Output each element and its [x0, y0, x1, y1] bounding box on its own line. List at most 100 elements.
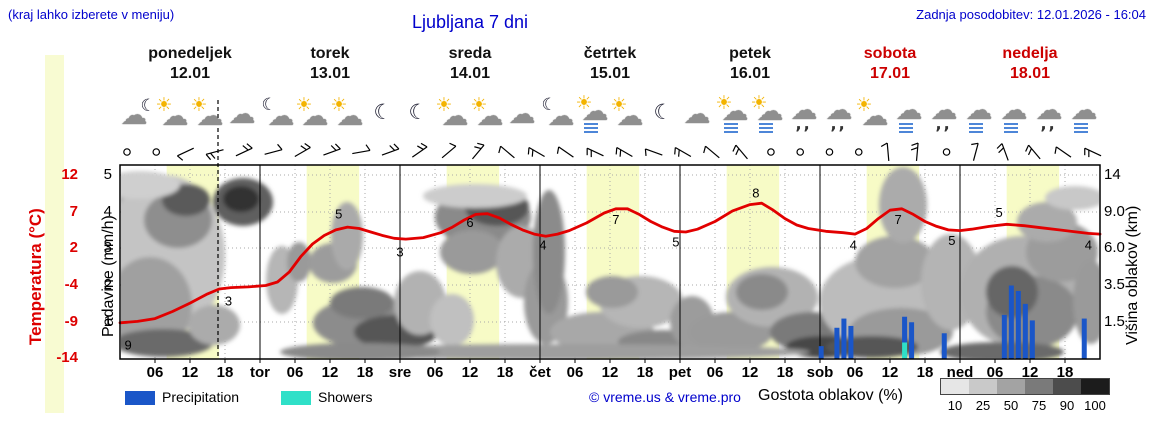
precipitation-bars: [818, 285, 1087, 359]
day-header: petek 16.01: [729, 45, 771, 82]
temp-axis-tick: -14: [56, 349, 78, 366]
cloud-axis-tick: 1.5: [1104, 313, 1125, 330]
temperature-line: [118, 201, 1102, 325]
svg-text:9: 9: [125, 337, 132, 352]
drizzle-icon: ☁,,: [790, 95, 818, 133]
cloud-icon: ☁: [508, 99, 536, 130]
svg-text:4: 4: [539, 237, 546, 252]
svg-text:3: 3: [396, 244, 403, 259]
time-tick: 06: [566, 364, 584, 381]
time-tick: ned: [946, 364, 974, 381]
left-strip: [45, 55, 64, 413]
cloud-axis-tick: 9.0: [1104, 203, 1125, 220]
cloud-density-scale-label: 90: [1059, 398, 1075, 413]
precip-axis-tick: 1: [103, 313, 112, 330]
sun-cloud-icon: ☀ ☁: [435, 94, 469, 132]
cloud-density-scale-box: [1025, 379, 1053, 394]
svg-text:5: 5: [672, 235, 679, 250]
sun-cloud-icon: ☀ ☁: [470, 94, 504, 132]
time-tick: 18: [776, 364, 794, 381]
svg-text:8: 8: [752, 185, 759, 200]
time-tick: 18: [1056, 364, 1074, 381]
temperature-value-labels: 9 3 5 3 6 4 7 5 8 4 7 5 5 4: [125, 185, 1092, 352]
cloud-axis-tick: 14: [1104, 166, 1121, 183]
cloud-moon-icon: ☾ ☁: [120, 96, 156, 131]
time-tick: 12: [741, 364, 759, 381]
time-tick: 06: [986, 364, 1004, 381]
cloud-density-label: Gostota oblakov (%): [758, 387, 903, 404]
time-tick: 18: [636, 364, 654, 381]
temp-axis-tick: 2: [69, 239, 78, 256]
day-header: sreda 14.01: [448, 45, 492, 82]
time-tick: 18: [916, 364, 934, 381]
moon-icon: ☾: [408, 100, 428, 124]
day-header: ponedeljek 12.01: [148, 45, 232, 82]
day-header: nedelja 18.01: [1002, 45, 1058, 82]
cloud-axis-tick: 3.5: [1104, 276, 1125, 293]
cloud-density-scale-label: 75: [1031, 398, 1047, 413]
time-tick: sob: [806, 364, 834, 381]
precipitation-swatch: [125, 391, 155, 405]
last-update: Zadnja posodobitev: 12.01.2026 - 16:04: [916, 7, 1146, 22]
time-tick: 18: [216, 364, 234, 381]
precip-axis-tick: 2: [103, 276, 112, 293]
day-header: četrtek 15.01: [583, 45, 637, 82]
cloud-density-scale-label: 100: [1084, 398, 1106, 413]
cloud-icon: ☁: [683, 99, 711, 130]
drizzle-icon: ☁,,: [930, 95, 958, 133]
svg-text:7: 7: [612, 212, 619, 227]
svg-text:5: 5: [995, 205, 1002, 220]
time-tick: 12: [321, 364, 339, 381]
time-tick: čet: [529, 364, 551, 381]
svg-text:5: 5: [335, 206, 342, 221]
drizzle-icon: ☁,,: [1035, 95, 1063, 133]
time-tick: 18: [356, 364, 374, 381]
day-header: sobota 17.01: [863, 45, 917, 82]
sun-cloud-icon: ☀ ☁: [155, 94, 189, 132]
cloud-axis-tick: 6.0: [1104, 239, 1125, 256]
cloud-density-scale-box: [1053, 379, 1081, 394]
moon-icon: ☾: [373, 100, 393, 124]
time-tick: pet: [668, 364, 692, 381]
sun-cloud-icon: ☀ ☁: [295, 94, 329, 132]
showers-legend-label: Showers: [318, 389, 373, 405]
precipitation-legend-label: Precipitation: [162, 389, 240, 405]
time-tick: 12: [181, 364, 199, 381]
page-title: Ljubljana 7 dni: [411, 12, 529, 32]
sun-cloud-icon: ☀ ☁: [190, 94, 224, 132]
time-tick: 18: [496, 364, 514, 381]
location-hint: (kraj lahko izberete v meniju): [8, 7, 175, 22]
time-tick: 12: [881, 364, 899, 381]
wind-barbs: [123, 142, 1102, 162]
time-tick: 12: [601, 364, 619, 381]
temp-axis-tick: -4: [64, 276, 78, 293]
rain-sun-icon: ☀ ☁: [715, 94, 751, 136]
precip-axis-tick: 4: [103, 203, 112, 220]
cloud-height-axis-label: Višina oblakov (km): [1124, 205, 1141, 345]
cloud-icon: ☁: [228, 99, 256, 130]
time-tick: 12: [1021, 364, 1039, 381]
showers-swatch: [281, 391, 311, 405]
cloud-density-scale-label: 10: [947, 398, 963, 413]
credit-link[interactable]: © vreme.us & vreme.pro: [589, 389, 741, 405]
rain-cloud-icon: ☁: [890, 96, 926, 136]
time-tick: 06: [846, 364, 864, 381]
time-tick: 06: [426, 364, 444, 381]
cloud-density-scale-box: [969, 379, 997, 394]
time-tick: sre: [388, 364, 412, 381]
moon-cloud-icon: ☾ ☁: [541, 95, 575, 132]
cloud-density-scale-box: [997, 379, 1025, 394]
sun-cloud-icon: ☀ ☁: [855, 94, 889, 132]
time-tick: tor: [250, 364, 270, 381]
svg-text:4: 4: [850, 237, 857, 252]
sun-cloud-icon: ☀ ☁: [330, 94, 364, 132]
svg-text:5: 5: [948, 233, 955, 248]
rain-cloud-icon: ☁: [995, 96, 1031, 136]
cloud-density-scale-box: [1081, 379, 1109, 394]
rain-sun-icon: ☀ ☁: [750, 94, 786, 136]
cloud-cover-field: [121, 167, 1099, 358]
sun-cloud-icon: ☀ ☁: [610, 94, 644, 132]
cloud-density-scale-label: 50: [1003, 398, 1019, 413]
time-tick: 06: [286, 364, 304, 381]
